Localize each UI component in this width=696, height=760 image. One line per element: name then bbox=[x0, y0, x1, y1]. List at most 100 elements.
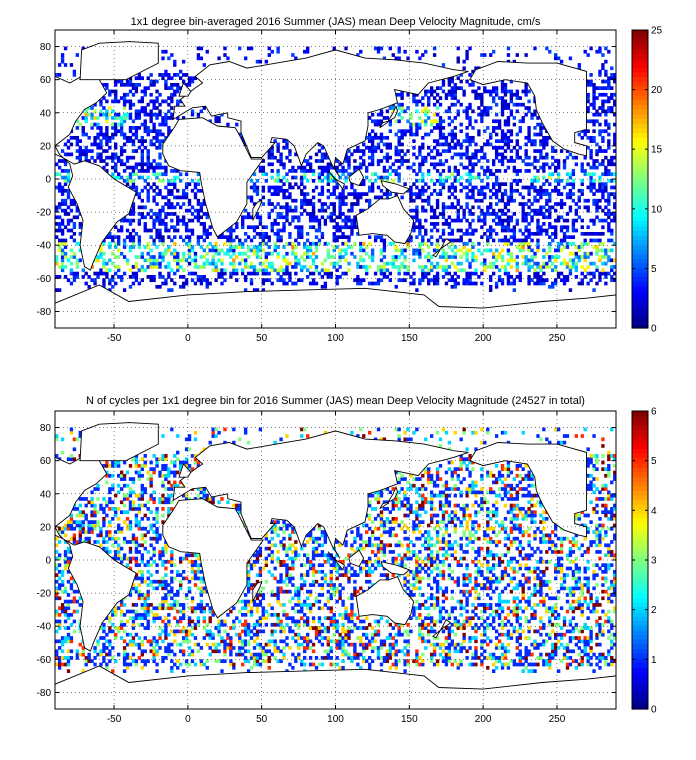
data-cell bbox=[131, 126, 136, 130]
data-cell bbox=[512, 231, 517, 236]
data-cell bbox=[489, 284, 493, 289]
data-cell bbox=[601, 162, 605, 167]
data-cell bbox=[565, 182, 570, 187]
data-cell bbox=[421, 135, 425, 140]
data-cell bbox=[539, 228, 543, 233]
data-cell bbox=[548, 248, 552, 253]
data-cell bbox=[613, 132, 617, 137]
data-cell bbox=[114, 126, 118, 130]
data-cell bbox=[338, 251, 342, 256]
data-cell bbox=[187, 182, 192, 187]
data-cell bbox=[164, 228, 168, 233]
colorbar-segment bbox=[632, 39, 648, 45]
data-cell bbox=[533, 185, 537, 190]
data-cell bbox=[586, 231, 590, 236]
data-cell bbox=[137, 218, 142, 223]
data-cell bbox=[125, 526, 130, 531]
data-cell bbox=[55, 573, 59, 577]
data-cell bbox=[583, 241, 587, 246]
data-cell bbox=[291, 281, 295, 286]
data-cell bbox=[359, 281, 363, 286]
data-cell bbox=[450, 86, 455, 90]
data-cell bbox=[63, 609, 68, 614]
data-cell bbox=[72, 225, 77, 230]
data-cell bbox=[474, 271, 478, 276]
data-cell bbox=[421, 241, 425, 246]
data-cell bbox=[456, 179, 460, 183]
data-cell bbox=[167, 76, 171, 81]
data-cell bbox=[140, 487, 144, 491]
data-cell bbox=[117, 99, 121, 104]
data-cell bbox=[613, 185, 617, 190]
coastline-13 bbox=[252, 199, 263, 221]
data-cell bbox=[335, 225, 339, 230]
data-cell bbox=[323, 281, 328, 286]
data-cell bbox=[134, 550, 139, 554]
data-cell bbox=[164, 477, 168, 481]
data-cell bbox=[317, 172, 322, 177]
data-cell bbox=[335, 268, 339, 273]
data-cell bbox=[303, 198, 307, 203]
data-cell bbox=[202, 63, 206, 67]
data-cell bbox=[568, 241, 573, 246]
data-cell bbox=[205, 228, 209, 233]
data-cell bbox=[55, 609, 59, 614]
data-cell bbox=[69, 430, 74, 435]
data-cell bbox=[202, 231, 206, 236]
data-cell bbox=[486, 248, 490, 253]
data-cell bbox=[57, 662, 62, 667]
data-cell bbox=[415, 225, 419, 230]
data-cell bbox=[438, 188, 443, 193]
data-cell bbox=[105, 665, 109, 670]
data-cell bbox=[75, 53, 80, 57]
data-cell bbox=[122, 493, 127, 498]
data-cell bbox=[96, 152, 100, 157]
data-cell bbox=[111, 116, 115, 120]
data-cell bbox=[565, 245, 570, 249]
data-cell bbox=[161, 606, 165, 611]
data-cell bbox=[270, 202, 274, 206]
data-cell bbox=[143, 606, 147, 611]
data-cell bbox=[117, 159, 121, 163]
data-cell bbox=[99, 503, 103, 508]
data-cell bbox=[208, 281, 212, 286]
data-cell bbox=[69, 523, 74, 528]
data-cell bbox=[55, 612, 59, 617]
data-cell bbox=[149, 79, 153, 84]
data-cell bbox=[539, 278, 543, 283]
data-cell bbox=[117, 463, 121, 468]
data-cell bbox=[539, 265, 543, 269]
data-cell bbox=[553, 208, 558, 213]
data-cell bbox=[270, 225, 274, 230]
data-cell bbox=[353, 215, 357, 220]
data-cell bbox=[63, 619, 68, 624]
data-cell bbox=[562, 258, 567, 263]
data-cell bbox=[122, 132, 127, 137]
data-cell bbox=[586, 129, 590, 134]
data-cell bbox=[568, 205, 573, 210]
data-cell bbox=[282, 192, 286, 196]
data-cell bbox=[489, 92, 493, 97]
data-cell bbox=[128, 212, 133, 216]
colorbar-segment bbox=[632, 118, 648, 124]
data-cell bbox=[509, 155, 514, 160]
data-cell bbox=[489, 106, 493, 110]
data-cell bbox=[468, 281, 472, 286]
data-cell bbox=[167, 507, 171, 511]
data-cell bbox=[229, 271, 233, 276]
data-cell bbox=[300, 169, 304, 173]
data-cell bbox=[75, 649, 80, 654]
data-cell bbox=[468, 225, 472, 230]
data-cell bbox=[161, 603, 165, 607]
data-cell bbox=[140, 268, 144, 273]
data-cell bbox=[173, 480, 177, 485]
data-cell bbox=[580, 245, 584, 249]
data-cell bbox=[57, 530, 62, 534]
data-cell bbox=[252, 271, 257, 276]
data-cell bbox=[93, 510, 97, 515]
data-cell bbox=[583, 198, 587, 203]
data-cell bbox=[409, 126, 413, 130]
data-cell bbox=[477, 205, 481, 210]
data-cell bbox=[87, 275, 91, 279]
data-cell bbox=[589, 175, 593, 180]
